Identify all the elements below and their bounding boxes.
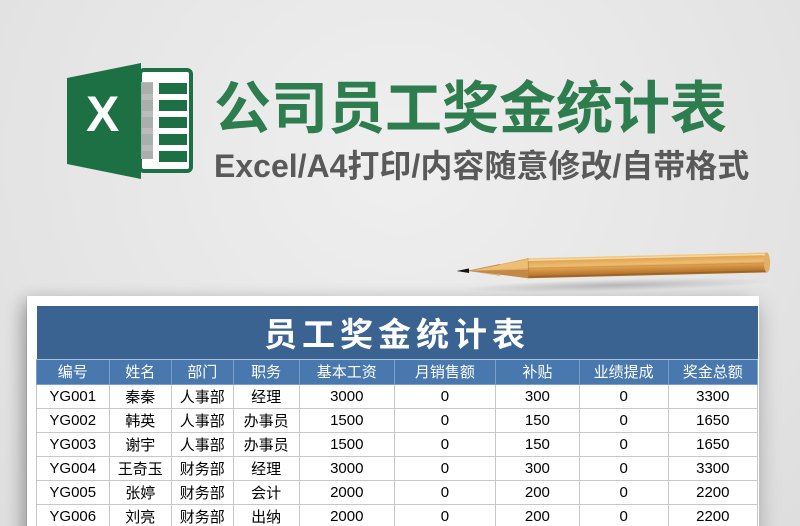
- svg-text:X: X: [86, 86, 119, 142]
